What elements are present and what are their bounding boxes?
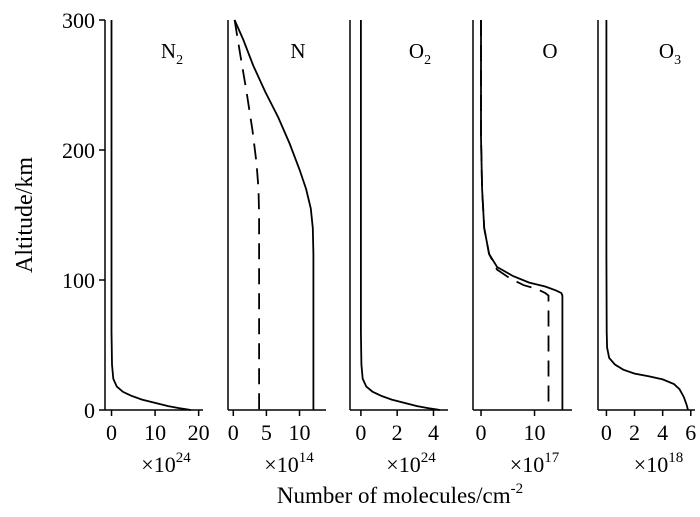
x-tick-label: 4: [657, 420, 668, 445]
species-name: O: [409, 39, 424, 63]
species-subscript: 2: [424, 53, 431, 68]
panel-species-label: O: [542, 39, 557, 63]
x-axis-label: Number of molecules/cm-2: [277, 481, 523, 508]
panel-multiplier: ×1024: [386, 450, 436, 477]
panel-species-label: O3: [659, 39, 681, 68]
x-axis-label-text: Number of molecules/cm: [277, 483, 511, 508]
x-tick-label: 0: [601, 420, 612, 445]
multiplier-exponent: 24: [176, 450, 192, 466]
multiplier-exponent: 18: [668, 450, 683, 466]
species-name: O: [542, 39, 557, 63]
y-tick-label: 100: [62, 268, 95, 293]
panel-species-label: O2: [409, 39, 431, 68]
x-tick-label: 10: [524, 420, 546, 445]
solid-profile-line: [360, 20, 440, 411]
x-tick-label: 20: [188, 420, 210, 445]
dashed-profile-line: [233, 19, 260, 410]
panel-species-label: N2: [161, 39, 183, 68]
dashed-profile-line: [480, 20, 550, 410]
x-tick-label: 10: [144, 420, 166, 445]
multiplier-exponent: 14: [299, 450, 315, 466]
multiplier-base: ×10: [634, 452, 668, 477]
y-tick-label: 0: [84, 398, 95, 423]
species-name: O: [659, 39, 674, 63]
panel-multiplier: ×1014: [264, 450, 314, 477]
x-tick-label: 2: [392, 420, 403, 445]
x-tick-label: 0: [228, 420, 239, 445]
solid-profile-line: [233, 19, 315, 410]
multiplier-base: ×10: [264, 452, 298, 477]
panel-1: 0 10 20 ×1024 N2: [104, 20, 210, 477]
y-axis: 0 100 200 300: [62, 8, 105, 423]
multiplier-exponent: 24: [421, 450, 437, 466]
y-tick-label: 300: [62, 8, 95, 33]
x-tick-label: 0: [106, 420, 117, 445]
x-tick-label: 10: [289, 420, 311, 445]
x-tick-label: 5: [261, 420, 272, 445]
panel-species-label: N: [290, 39, 305, 63]
y-tick-label: 200: [62, 138, 95, 163]
species-name: N: [161, 39, 176, 63]
x-axis-label-exponent: -2: [511, 481, 524, 497]
panel-2: 0 5 10 ×1014 N: [227, 19, 326, 477]
solid-profile-line: [605, 20, 689, 411]
solid-profile-line: [110, 20, 191, 411]
panel-multiplier: ×1024: [141, 450, 191, 477]
x-tick-label: 4: [428, 420, 439, 445]
panel-4: 0 10 ×1017 O: [472, 20, 572, 477]
x-tick-label: 0: [476, 420, 487, 445]
x-tick-label: 0: [355, 420, 366, 445]
x-tick-label: 2: [629, 420, 640, 445]
panel-multiplier: ×1017: [510, 450, 560, 477]
species-name: N: [290, 39, 305, 63]
panel-multiplier: ×1018: [634, 450, 683, 477]
solid-profile-line: [480, 20, 564, 410]
multiplier-base: ×10: [141, 452, 175, 477]
species-subscript: 2: [176, 53, 183, 68]
multiplier-base: ×10: [386, 452, 420, 477]
y-axis-label: Altitude/km: [12, 157, 38, 273]
multiplier-base: ×10: [510, 452, 544, 477]
multiplier-exponent: 17: [544, 450, 560, 466]
x-tick-label: 6: [685, 420, 696, 445]
species-subscript: 3: [674, 53, 681, 68]
